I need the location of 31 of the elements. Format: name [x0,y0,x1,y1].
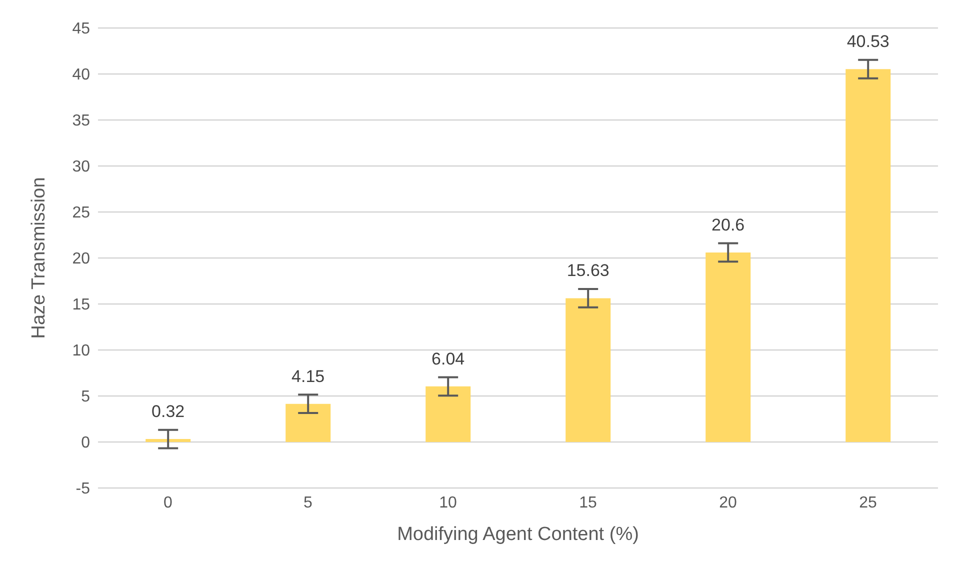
data-label: 0.32 [152,402,185,422]
y-tick-label: 40 [72,66,90,84]
bar [146,439,191,442]
y-tick-label: 20 [72,250,90,268]
y-axis-title: Haze Transmission [28,177,50,339]
y-tick-label: 0 [81,434,90,452]
y-tick-label: 30 [72,158,90,176]
y-tick-label: 10 [72,342,90,360]
bar [846,69,891,442]
y-tick-label: 15 [72,296,90,314]
y-tick-label: -5 [76,480,90,498]
x-tick-label: 20 [719,494,737,512]
bar [706,252,751,442]
x-tick-label: 15 [579,494,597,512]
data-label: 4.15 [292,366,325,386]
y-tick-label: 35 [72,112,90,130]
x-tick-label: 10 [439,494,457,512]
data-label: 15.63 [566,261,610,280]
y-tick-label: 45 [72,20,90,38]
data-label: 6.04 [432,349,465,368]
y-tick-label: 5 [81,388,90,406]
x-tick-label: 0 [164,494,173,512]
bar [566,298,611,442]
data-label: 20.6 [712,215,745,234]
x-tick-label: 5 [304,494,313,512]
x-tick-label: 25 [859,494,877,512]
data-label: 40.53 [846,32,890,52]
x-axis-title: Modifying Agent Content (%) [397,524,639,545]
bar [426,386,471,442]
bar [286,404,331,442]
y-tick-label: 25 [72,204,90,222]
